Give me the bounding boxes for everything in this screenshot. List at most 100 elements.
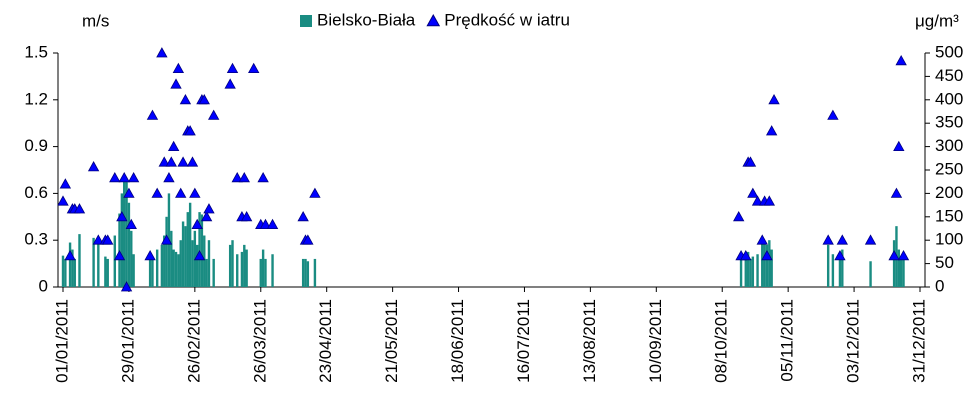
marker bbox=[740, 249, 752, 261]
bar bbox=[271, 254, 274, 287]
bar bbox=[186, 212, 189, 287]
x-tick-label: 03/12/2011 bbox=[844, 299, 863, 383]
marker bbox=[890, 187, 903, 198]
marker bbox=[158, 156, 170, 167]
y2-tick-label: 300 bbox=[935, 136, 963, 155]
bar bbox=[160, 244, 164, 287]
marker bbox=[257, 171, 269, 183]
marker bbox=[747, 187, 759, 198]
bar bbox=[106, 258, 109, 287]
marker bbox=[827, 109, 839, 120]
bar bbox=[71, 249, 74, 287]
marker bbox=[163, 171, 175, 183]
bar bbox=[125, 179, 128, 287]
legend-label: Prędkość w iatru bbox=[444, 10, 570, 29]
bar bbox=[104, 256, 107, 287]
bar bbox=[123, 174, 126, 287]
marker bbox=[125, 218, 137, 230]
marker bbox=[59, 178, 72, 189]
bar bbox=[763, 242, 766, 287]
bar bbox=[174, 251, 178, 287]
bar bbox=[751, 256, 755, 287]
bar bbox=[120, 193, 124, 287]
marker bbox=[224, 78, 236, 89]
marker bbox=[120, 281, 133, 292]
bar bbox=[97, 240, 100, 287]
y-tick-label: 1.5 bbox=[24, 42, 48, 61]
bar bbox=[768, 240, 771, 287]
bar bbox=[304, 258, 307, 287]
x-tick-label: 10/09/2011 bbox=[646, 299, 665, 383]
bar bbox=[902, 258, 905, 287]
marker bbox=[109, 171, 121, 183]
bar bbox=[228, 244, 232, 287]
marker bbox=[184, 125, 196, 136]
marker bbox=[73, 203, 86, 214]
x-tick-label: 21/05/2011 bbox=[382, 299, 401, 383]
bar bbox=[200, 214, 204, 287]
marker bbox=[765, 125, 778, 136]
x-tick-label: 13/08/2011 bbox=[580, 299, 599, 383]
bar bbox=[179, 240, 182, 287]
marker bbox=[102, 234, 114, 245]
marker bbox=[64, 249, 76, 261]
bar bbox=[231, 240, 234, 287]
legend-marker bbox=[426, 13, 441, 27]
bar bbox=[756, 254, 759, 287]
marker bbox=[160, 234, 173, 245]
marker bbox=[248, 62, 260, 73]
marker bbox=[897, 249, 910, 261]
bar bbox=[739, 258, 743, 287]
bar bbox=[770, 249, 773, 287]
marker bbox=[238, 171, 250, 183]
bar bbox=[78, 234, 81, 287]
marker bbox=[116, 210, 128, 222]
bar bbox=[899, 258, 903, 287]
marker bbox=[309, 187, 321, 198]
marker bbox=[302, 234, 314, 245]
marker bbox=[895, 54, 907, 66]
bar bbox=[301, 258, 305, 287]
marker bbox=[146, 109, 159, 120]
y2-tick-label: 500 bbox=[935, 42, 963, 61]
marker bbox=[834, 249, 846, 261]
bar bbox=[243, 244, 246, 287]
bar bbox=[264, 258, 267, 287]
bar bbox=[184, 226, 187, 287]
marker bbox=[836, 234, 848, 245]
marker bbox=[756, 234, 768, 245]
bar bbox=[177, 254, 180, 287]
bar bbox=[181, 221, 185, 287]
bar bbox=[64, 258, 67, 287]
marker bbox=[203, 203, 215, 214]
bar bbox=[68, 242, 72, 287]
marker bbox=[761, 249, 773, 261]
y-tick-label: 0 bbox=[39, 276, 48, 295]
marker bbox=[744, 156, 757, 167]
x-tick-label: 29/01/2011 bbox=[118, 299, 137, 383]
y2-tick-label: 0 bbox=[935, 276, 944, 295]
marker bbox=[198, 93, 210, 105]
bar bbox=[831, 254, 835, 287]
marker bbox=[123, 187, 135, 198]
x-tick-label: 26/02/2011 bbox=[184, 299, 203, 383]
bar bbox=[132, 254, 135, 287]
y2-tick-label: 400 bbox=[935, 89, 963, 108]
y2-tick-label: 50 bbox=[935, 253, 954, 272]
legend-label: Bielsko-Biała bbox=[317, 10, 416, 29]
bar bbox=[892, 240, 896, 287]
bar bbox=[259, 258, 262, 287]
marker bbox=[127, 171, 140, 183]
marker bbox=[167, 140, 180, 152]
bar bbox=[188, 202, 192, 287]
x-tick-label: 31/12/2011 bbox=[909, 299, 928, 383]
bar bbox=[761, 240, 764, 287]
bar bbox=[744, 256, 747, 287]
y-tick-label: 0.6 bbox=[24, 183, 48, 202]
bar bbox=[869, 261, 872, 287]
bar bbox=[196, 244, 199, 287]
bar bbox=[897, 249, 901, 287]
bar bbox=[148, 254, 152, 287]
x-tick-label: 01/01/2011 bbox=[52, 299, 71, 383]
marker bbox=[193, 249, 206, 261]
